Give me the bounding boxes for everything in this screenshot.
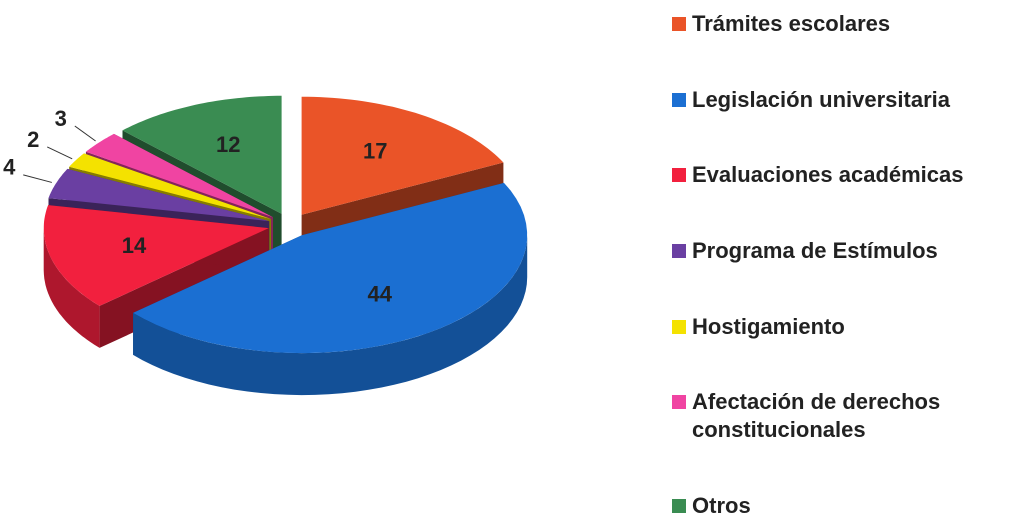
slice-side — [43, 228, 100, 348]
legend-item: Hostigamiento — [672, 313, 1012, 341]
legend-swatch — [672, 17, 686, 31]
legend-swatch — [672, 498, 686, 513]
slice — [133, 182, 528, 354]
legend-label: Trámites escolares — [692, 11, 891, 36]
legend-label: Evaluaciones académicas — [692, 162, 964, 188]
legend-item: Afectación de derechos constitucionales — [672, 388, 1012, 444]
slice — [69, 153, 271, 219]
chart: 17 44 14 423 12 — [3, 95, 528, 396]
legend-item: Legislación universitaria — [672, 86, 1012, 114]
legend-item: Trámites escolares — [672, 10, 1012, 38]
leader-line — [23, 174, 52, 183]
leader-line — [74, 125, 96, 142]
data-label: 4 — [3, 155, 16, 180]
legend-swatch — [672, 92, 686, 107]
legend-swatch — [672, 395, 686, 410]
data-label: 2 — [27, 127, 39, 152]
legend-swatch — [672, 319, 686, 334]
legend-label: Legislación universitaria — [692, 86, 950, 112]
slice — [48, 168, 270, 222]
data-label: 17 — [363, 138, 387, 163]
legend: Trámites escolares Legislación universita… — [672, 10, 1012, 520]
legend-label: Hostigamiento — [692, 313, 845, 339]
data-label: 3 — [55, 106, 67, 131]
legend-label: Programa de Estímulos — [692, 237, 938, 263]
legend-swatch — [672, 243, 686, 258]
leader-line — [47, 146, 73, 160]
data-label: 12 — [216, 132, 240, 157]
legend-item: Otros — [672, 492, 1012, 520]
slice — [85, 133, 274, 218]
slice — [43, 205, 269, 306]
data-label: 14 — [122, 233, 147, 258]
slice — [122, 95, 282, 214]
legend-swatch — [672, 168, 686, 183]
legend-item: Programa de Estímulos — [672, 237, 1012, 265]
legend-label: Afectación de derechos constitucionales — [692, 389, 941, 443]
slice-side — [133, 235, 528, 396]
legend-label: Otros — [692, 492, 751, 518]
slice — [301, 96, 504, 215]
legend-item: Evaluaciones académicas — [672, 161, 1012, 189]
data-label: 44 — [367, 282, 392, 307]
